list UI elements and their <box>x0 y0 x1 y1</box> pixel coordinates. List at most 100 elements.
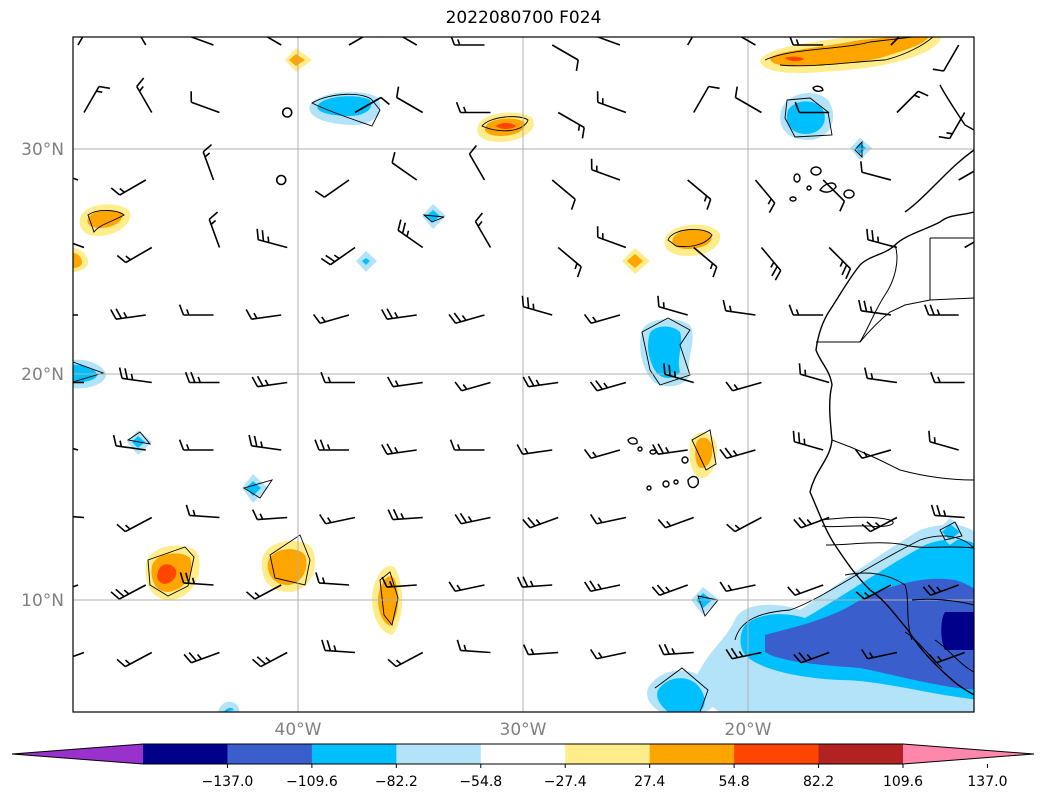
wind-barb-icon <box>189 37 214 46</box>
wind-barb-icon <box>450 37 485 46</box>
colorbar-segment <box>311 744 397 764</box>
wind-barb-icon <box>381 308 417 320</box>
wind-barb-icon <box>930 371 965 384</box>
wind-barb-icon <box>551 179 576 210</box>
wind-barb-icon <box>381 576 417 588</box>
wind-barb-icon <box>958 170 974 181</box>
wind-barb-icon <box>118 367 152 384</box>
wind-barb-icon <box>589 649 627 660</box>
wind-barb-icon <box>551 44 579 71</box>
wind-barb-icon <box>760 246 782 281</box>
wind-barb-icon <box>110 308 146 320</box>
wind-barb-icon <box>183 651 220 664</box>
wind-barb-icon <box>190 91 220 114</box>
wind-barb-icon <box>864 367 898 384</box>
wind-barb-icon <box>930 504 965 519</box>
africa-border-9 <box>934 639 974 673</box>
colorbar-segment <box>143 744 228 764</box>
colorbar-segment <box>818 744 904 764</box>
africa-border-4 <box>831 439 974 481</box>
wind-barb-icon <box>320 371 355 384</box>
wind-barb-icon <box>320 246 356 266</box>
wind-barb-icon <box>726 516 762 533</box>
wind-barb-icon <box>391 151 418 181</box>
wind-barb-icon <box>251 375 288 388</box>
wind-barb-icon <box>822 179 846 212</box>
wind-barb-icon <box>321 639 356 654</box>
colorbar-extend-high <box>903 744 1034 764</box>
wind-barb-icon <box>314 179 350 198</box>
wind-barb-icon <box>73 242 85 249</box>
africa-border-5 <box>819 516 894 528</box>
wind-barb-icon <box>208 211 221 248</box>
wind-barbs <box>73 37 974 668</box>
colorbar <box>11 743 1035 765</box>
wind-barb-icon <box>387 651 424 668</box>
wind-barb-icon <box>557 246 582 278</box>
wind-barb-icon <box>792 430 824 451</box>
wind-barb-icon <box>251 651 288 668</box>
wind-barb-icon <box>858 299 892 316</box>
wind-barb-icon <box>387 508 423 521</box>
colorbar-segment <box>649 744 735 764</box>
wind-barb-icon <box>116 516 153 533</box>
colorbar-tick-label: −137.0 <box>202 774 254 790</box>
coastlines <box>809 84 974 696</box>
colorbar-ticks: −137.0 −109.6 −82.2 −54.8 −27.4 27.4 54.8 82.2 1… <box>202 764 1007 790</box>
wind-barb-icon <box>256 228 288 249</box>
colorbar-tick-label: −109.6 <box>286 774 338 790</box>
colorbar-tick-label: −27.4 <box>544 774 587 790</box>
wind-barb-icon <box>589 379 627 392</box>
lon-label-20w: 20°W <box>725 720 772 740</box>
wind-barb-icon <box>928 430 959 451</box>
africa-border-8 <box>911 598 974 606</box>
wind-barb-icon <box>595 37 621 46</box>
wind-barb-icon <box>596 91 627 114</box>
wind-barb-icon <box>521 295 553 316</box>
wind-barb-icon <box>719 447 756 460</box>
wind-barb-icon <box>245 309 282 320</box>
wind-barb-icon <box>788 304 824 316</box>
contour-lines <box>73 37 974 712</box>
colorbar-extend-low <box>12 744 143 764</box>
wind-barb-icon <box>522 375 559 388</box>
wind-barb-icon <box>449 439 485 451</box>
wind-barb-icon <box>924 304 959 316</box>
wind-barb-icon <box>454 381 491 392</box>
wind-barb-icon <box>468 144 486 181</box>
wind-barb-icon <box>596 226 627 249</box>
wind-barb-icon <box>658 643 694 656</box>
africa-border-7 <box>844 572 913 641</box>
africa-border-2 <box>929 237 974 300</box>
wind-barb-icon <box>354 96 390 114</box>
wind-barb-icon <box>693 85 720 113</box>
wind-barb-icon <box>890 37 901 46</box>
wind-barb-icon <box>860 161 892 181</box>
wind-barb-icon <box>861 516 898 533</box>
wind-barb-icon <box>794 101 830 114</box>
colorbar-tick-label: 82.2 <box>803 774 834 790</box>
colorbar-segment <box>480 744 566 764</box>
wind-barb-icon <box>789 37 824 46</box>
wind-barb-icon <box>456 639 491 654</box>
wind-barb-icon <box>663 363 694 384</box>
wind-barb-icon <box>522 516 559 529</box>
wind-barb-icon <box>516 444 553 455</box>
wind-barb-icon <box>725 647 762 660</box>
wind-barb-icon <box>657 516 694 529</box>
wind-barb-icon <box>964 241 974 249</box>
wind-barb-icon <box>938 112 966 140</box>
wind-barb-icon <box>110 584 147 600</box>
wind-barb-icon <box>178 439 214 451</box>
wind-barb-icon <box>687 179 712 210</box>
wind-barb-icon <box>315 572 350 586</box>
wind-barb-icon <box>722 299 756 316</box>
wind-barb-icon <box>248 434 282 451</box>
wind-barb-icon <box>787 584 824 597</box>
wind-barb-icon <box>793 651 830 664</box>
wind-barb-icon <box>590 158 621 181</box>
colorbar-tick-label: 137.0 <box>967 774 1007 790</box>
wind-barb-icon <box>932 44 960 72</box>
colorbar-segment <box>734 744 820 764</box>
wind-barb-icon <box>116 651 153 668</box>
